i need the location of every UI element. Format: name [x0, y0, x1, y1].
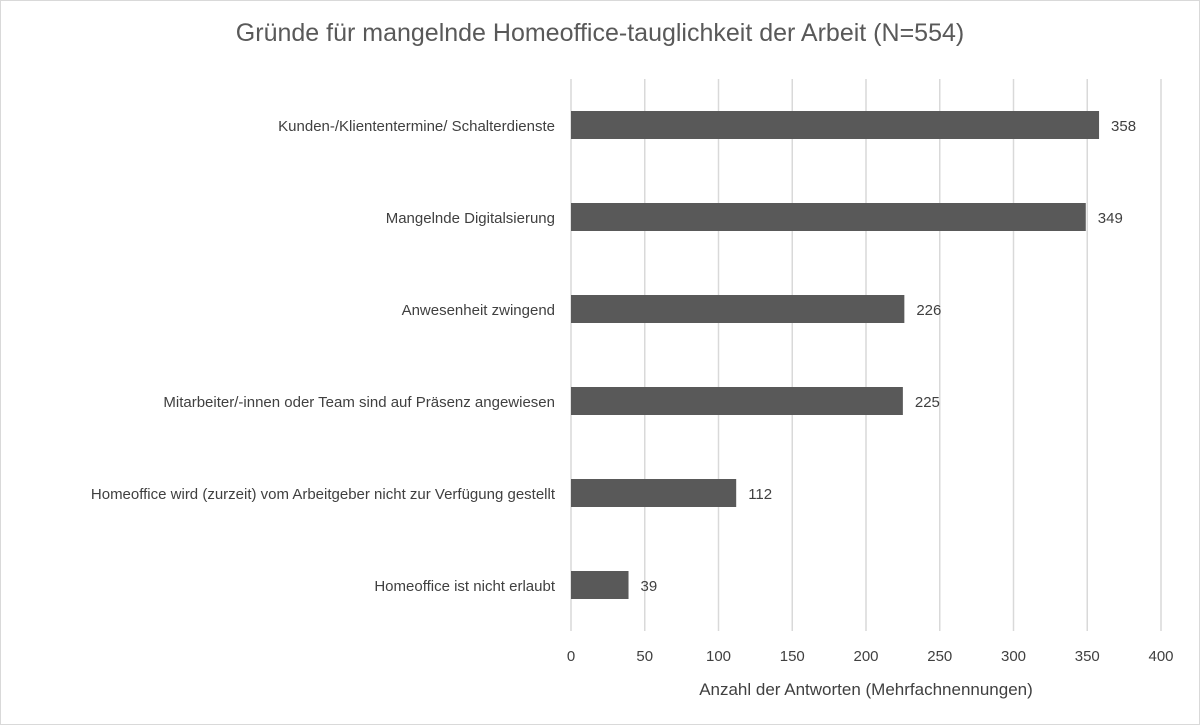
x-tick-labels: 0 50 100 150 200 250 300 350 400 — [567, 648, 1174, 665]
x-tick-label: 200 — [853, 648, 878, 665]
bar — [571, 295, 905, 323]
category-label: Kunden-/Kliententermine/ Schalterdienste — [278, 118, 555, 135]
x-tick-label: 350 — [1075, 648, 1100, 665]
category-labels: Kunden-/Kliententermine/ Schalterdienste… — [91, 118, 556, 595]
value-label: 226 — [916, 302, 941, 319]
bar — [571, 479, 737, 507]
category-label: Mangelnde Digitalsierung — [386, 210, 555, 227]
value-label: 112 — [748, 486, 772, 503]
x-axis-title: Anzahl der Antworten (Mehrfachnennungen) — [699, 680, 1033, 699]
value-label: 39 — [641, 578, 658, 595]
bars — [571, 111, 1100, 599]
bar — [571, 571, 629, 599]
x-tick-label: 400 — [1148, 648, 1173, 665]
value-label: 225 — [915, 394, 940, 411]
value-label: 349 — [1098, 210, 1123, 227]
x-tick-label: 300 — [1001, 648, 1026, 665]
category-label: Anwesenheit zwingend — [402, 302, 555, 319]
chart-title: Gründe für mangelnde Homeoffice-tauglich… — [235, 19, 965, 47]
bar — [571, 203, 1086, 231]
x-tick-label: 150 — [780, 648, 805, 665]
bar — [571, 387, 903, 415]
value-labels: 358 349 226 225 112 39 — [641, 118, 1137, 595]
grid-lines — [570, 79, 1162, 631]
category-label: Homeoffice ist nicht erlaubt — [374, 578, 555, 595]
x-tick-label: 50 — [636, 648, 653, 665]
bar — [571, 111, 1100, 139]
category-label: Homeoffice wird (zurzeit) vom Arbeitgebe… — [91, 486, 556, 503]
category-label: Mitarbeiter/-innen oder Team sind auf Pr… — [163, 394, 555, 411]
x-tick-label: 250 — [927, 648, 952, 665]
x-tick-label: 100 — [706, 648, 731, 665]
value-label: 358 — [1111, 118, 1136, 135]
x-tick-label: 0 — [567, 648, 575, 665]
